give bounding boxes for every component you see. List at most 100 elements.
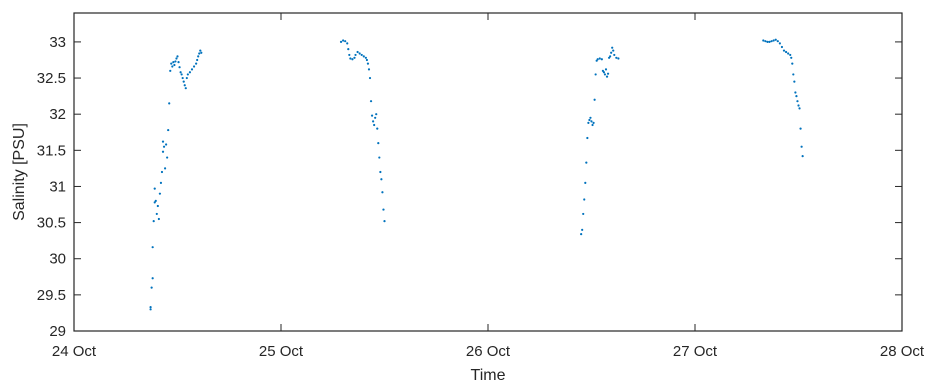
data-point (787, 52, 790, 55)
data-point (158, 192, 162, 195)
data-point (186, 73, 189, 76)
data-point (784, 50, 788, 54)
data-point (373, 123, 376, 127)
data-point (372, 120, 375, 123)
y-axis-label: Salinity [PSU] (11, 123, 28, 221)
data-point (165, 143, 168, 146)
data-point (173, 63, 176, 67)
data-point (170, 62, 173, 65)
data-point (151, 277, 154, 280)
data-point (774, 38, 777, 41)
data-point (346, 42, 349, 45)
data-point (768, 40, 771, 44)
data-point (200, 51, 203, 54)
data-point (349, 57, 352, 60)
data-point (160, 170, 164, 174)
y-tick-label: 29.5 (37, 287, 66, 304)
axes (73, 12, 903, 332)
data-point (600, 58, 603, 61)
y-tick-label: 33 (49, 34, 66, 51)
data-point (617, 57, 620, 60)
data-point (181, 76, 184, 80)
data-point (383, 220, 386, 223)
data-point (374, 116, 377, 119)
data-point (610, 51, 613, 54)
data-point (585, 161, 588, 164)
data-point (178, 66, 181, 69)
data-point (584, 181, 587, 184)
data-points (149, 38, 804, 311)
data-point (163, 167, 167, 170)
data-point (772, 39, 775, 42)
x-tick-label: 27 Oct (673, 343, 718, 360)
data-point (766, 40, 769, 44)
data-point (776, 40, 779, 43)
data-point (382, 208, 385, 211)
data-point (192, 65, 196, 68)
data-point (197, 55, 200, 58)
data-point (161, 140, 165, 143)
x-axis-label: Time (471, 367, 506, 384)
data-point (792, 73, 795, 76)
x-tick-label: 26 Oct (466, 343, 511, 360)
data-point (801, 155, 804, 158)
data-point (609, 55, 612, 58)
data-point (780, 45, 784, 49)
data-point (606, 72, 610, 75)
data-point (183, 84, 186, 87)
data-point (171, 65, 174, 68)
data-point (596, 58, 599, 61)
data-point (604, 68, 608, 71)
data-point (380, 178, 383, 181)
data-point (342, 39, 345, 42)
data-point (369, 100, 373, 103)
plot-frame (73, 12, 903, 332)
data-point (149, 306, 152, 309)
data-point (790, 56, 793, 59)
data-point (598, 57, 601, 60)
data-point (590, 120, 593, 123)
data-point (364, 56, 367, 59)
data-point (613, 53, 616, 57)
data-point (791, 62, 794, 65)
y-tick-label: 30.5 (37, 215, 66, 232)
data-point (365, 58, 369, 62)
data-point (180, 73, 183, 76)
data-point (348, 53, 351, 57)
data-point (175, 57, 178, 60)
data-point (188, 71, 192, 74)
y-tick-label: 30 (49, 251, 66, 268)
data-point (586, 136, 589, 140)
data-point (793, 80, 796, 83)
data-point (179, 71, 182, 74)
data-point (199, 49, 202, 52)
data-point (583, 198, 586, 201)
data-point (797, 104, 800, 107)
data-point (587, 121, 590, 124)
data-point (762, 39, 765, 42)
data-point (347, 48, 350, 51)
data-point (358, 52, 361, 55)
data-point (351, 58, 354, 61)
data-point (152, 220, 155, 223)
data-point (362, 55, 365, 58)
data-point (798, 107, 801, 110)
data-point (162, 145, 166, 148)
data-point (167, 128, 170, 132)
data-point (169, 69, 172, 72)
data-point (166, 156, 169, 159)
data-point (800, 145, 803, 148)
data-point (151, 246, 154, 249)
data-point (368, 76, 372, 80)
data-point (381, 191, 384, 194)
data-point (378, 156, 381, 159)
data-point (789, 53, 792, 57)
data-point (602, 71, 606, 74)
data-point (149, 308, 152, 311)
data-point (794, 91, 797, 94)
data-point (153, 187, 156, 190)
data-point (344, 40, 347, 43)
y-tick-label: 31 (49, 178, 66, 195)
data-point (190, 68, 194, 71)
